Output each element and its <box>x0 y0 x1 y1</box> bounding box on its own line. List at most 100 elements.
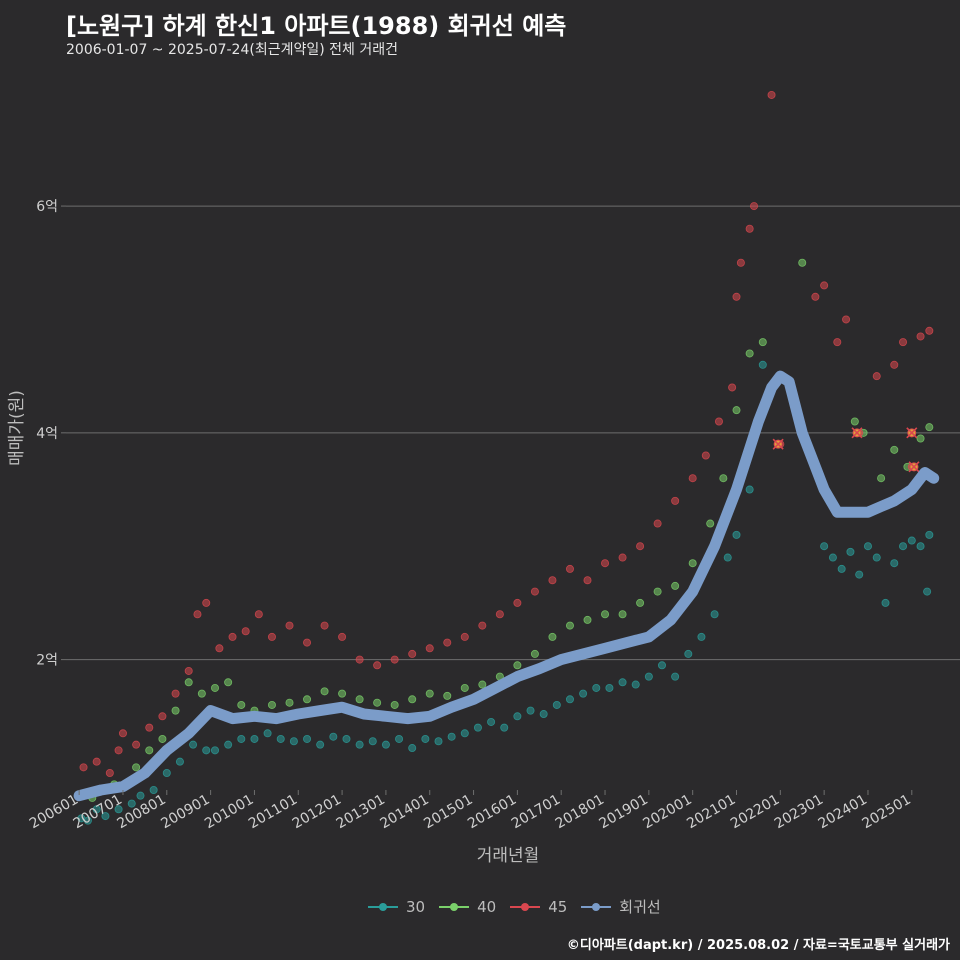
data-point-40 <box>320 687 329 696</box>
data-point-30 <box>820 542 829 551</box>
data-point-40 <box>285 698 294 707</box>
data-point-30 <box>684 649 693 658</box>
data-point-45 <box>303 638 312 647</box>
legend-label-trend: 회귀선 <box>619 898 661 916</box>
data-point-30 <box>644 672 653 681</box>
y-tick-label: 2억 <box>36 653 58 669</box>
data-point-40 <box>425 689 434 698</box>
data-point-30 <box>381 740 390 749</box>
data-point-40 <box>443 691 452 700</box>
data-point-30 <box>250 734 259 743</box>
x-axis-label: 거래년월 <box>477 846 540 866</box>
data-point-45 <box>390 655 399 664</box>
data-point-40 <box>210 683 219 692</box>
data-point-30 <box>618 678 627 687</box>
legend-item-45[interactable]: 45 <box>510 898 567 916</box>
data-point-40 <box>671 581 680 590</box>
data-point-30 <box>395 734 404 743</box>
data-point-45 <box>184 666 193 675</box>
data-point-40 <box>237 700 246 709</box>
data-point-45 <box>899 338 908 347</box>
data-point-30 <box>487 717 496 726</box>
data-point-45 <box>732 292 741 301</box>
data-point-45 <box>548 576 557 585</box>
data-point-45 <box>241 627 250 636</box>
data-point-40 <box>132 763 141 772</box>
data-point-45 <box>767 90 776 99</box>
data-point-30 <box>723 553 732 562</box>
legend-item-40[interactable]: 40 <box>439 898 496 916</box>
data-point-40 <box>636 598 645 607</box>
legend-item-30[interactable]: 30 <box>368 898 425 916</box>
x-tick-label: 201001 <box>202 792 256 833</box>
x-tick-label: 202201 <box>728 792 782 833</box>
x-tick-label: 202001 <box>640 792 694 833</box>
data-point-40 <box>798 258 807 267</box>
x-tick-label: 201701 <box>509 792 563 833</box>
highlight-cross <box>851 427 863 439</box>
x-tick-label: 201901 <box>597 792 651 833</box>
data-point-30 <box>276 734 285 743</box>
data-point-45 <box>618 553 627 562</box>
data-point-45 <box>105 768 114 777</box>
data-point-45 <box>714 417 723 426</box>
data-point-45 <box>890 360 899 369</box>
data-point-45 <box>653 519 662 528</box>
data-point-40 <box>618 610 627 619</box>
data-point-30 <box>460 729 469 738</box>
x-tick-label: 200601 <box>27 792 81 833</box>
data-point-30 <box>552 700 561 709</box>
data-point-30 <box>355 740 364 749</box>
highlight-cross <box>906 427 918 439</box>
data-point-40 <box>916 434 925 443</box>
data-point-30 <box>149 786 158 795</box>
data-point-40 <box>719 474 728 483</box>
data-point-30 <box>846 547 855 556</box>
data-point-30 <box>925 530 934 539</box>
data-point-30 <box>631 680 640 689</box>
data-point-40 <box>158 734 167 743</box>
data-point-40 <box>583 615 592 624</box>
data-point-45 <box>132 740 141 749</box>
data-point-30 <box>579 689 588 698</box>
data-point-45 <box>460 632 469 641</box>
data-point-40 <box>355 695 364 704</box>
legend-key-40 <box>439 901 470 913</box>
data-point-30 <box>872 553 881 562</box>
data-point-45 <box>811 292 820 301</box>
data-point-30 <box>671 672 680 681</box>
data-point-45 <box>338 632 347 641</box>
data-point-30 <box>758 360 767 369</box>
data-point-30 <box>710 610 719 619</box>
data-point-30 <box>526 706 535 715</box>
data-point-30 <box>447 732 456 741</box>
data-point-45 <box>745 224 754 233</box>
data-point-40 <box>565 621 574 630</box>
data-point-40 <box>601 610 610 619</box>
data-point-40 <box>890 445 899 454</box>
data-point-30 <box>855 570 864 579</box>
data-point-30 <box>342 734 351 743</box>
legend-key-30 <box>368 901 398 913</box>
data-point-40 <box>408 695 417 704</box>
data-point-40 <box>653 587 662 596</box>
data-point-30 <box>83 816 92 825</box>
x-tick-label: 201401 <box>377 792 431 833</box>
x-tick-label: 202101 <box>684 792 738 833</box>
data-point-45 <box>114 746 123 755</box>
footer-credit: ©디아파트(dapt.kr) / 2025.08.02 / 자료=국토교통부 실… <box>566 938 950 953</box>
data-point-30 <box>136 791 145 800</box>
data-point-40 <box>303 695 312 704</box>
x-tick-label: 201101 <box>246 792 300 833</box>
data-point-30 <box>658 661 667 670</box>
data-point-30 <box>101 812 110 821</box>
legend-item-trend[interactable]: 회귀선 <box>581 896 661 917</box>
data-point-30 <box>92 805 101 814</box>
trend-layer <box>73 370 940 802</box>
data-point-45 <box>636 542 645 551</box>
data-point-30 <box>127 799 136 808</box>
data-point-30 <box>303 734 312 743</box>
data-point-45 <box>750 202 759 211</box>
y-tick-label: 6억 <box>36 199 58 215</box>
